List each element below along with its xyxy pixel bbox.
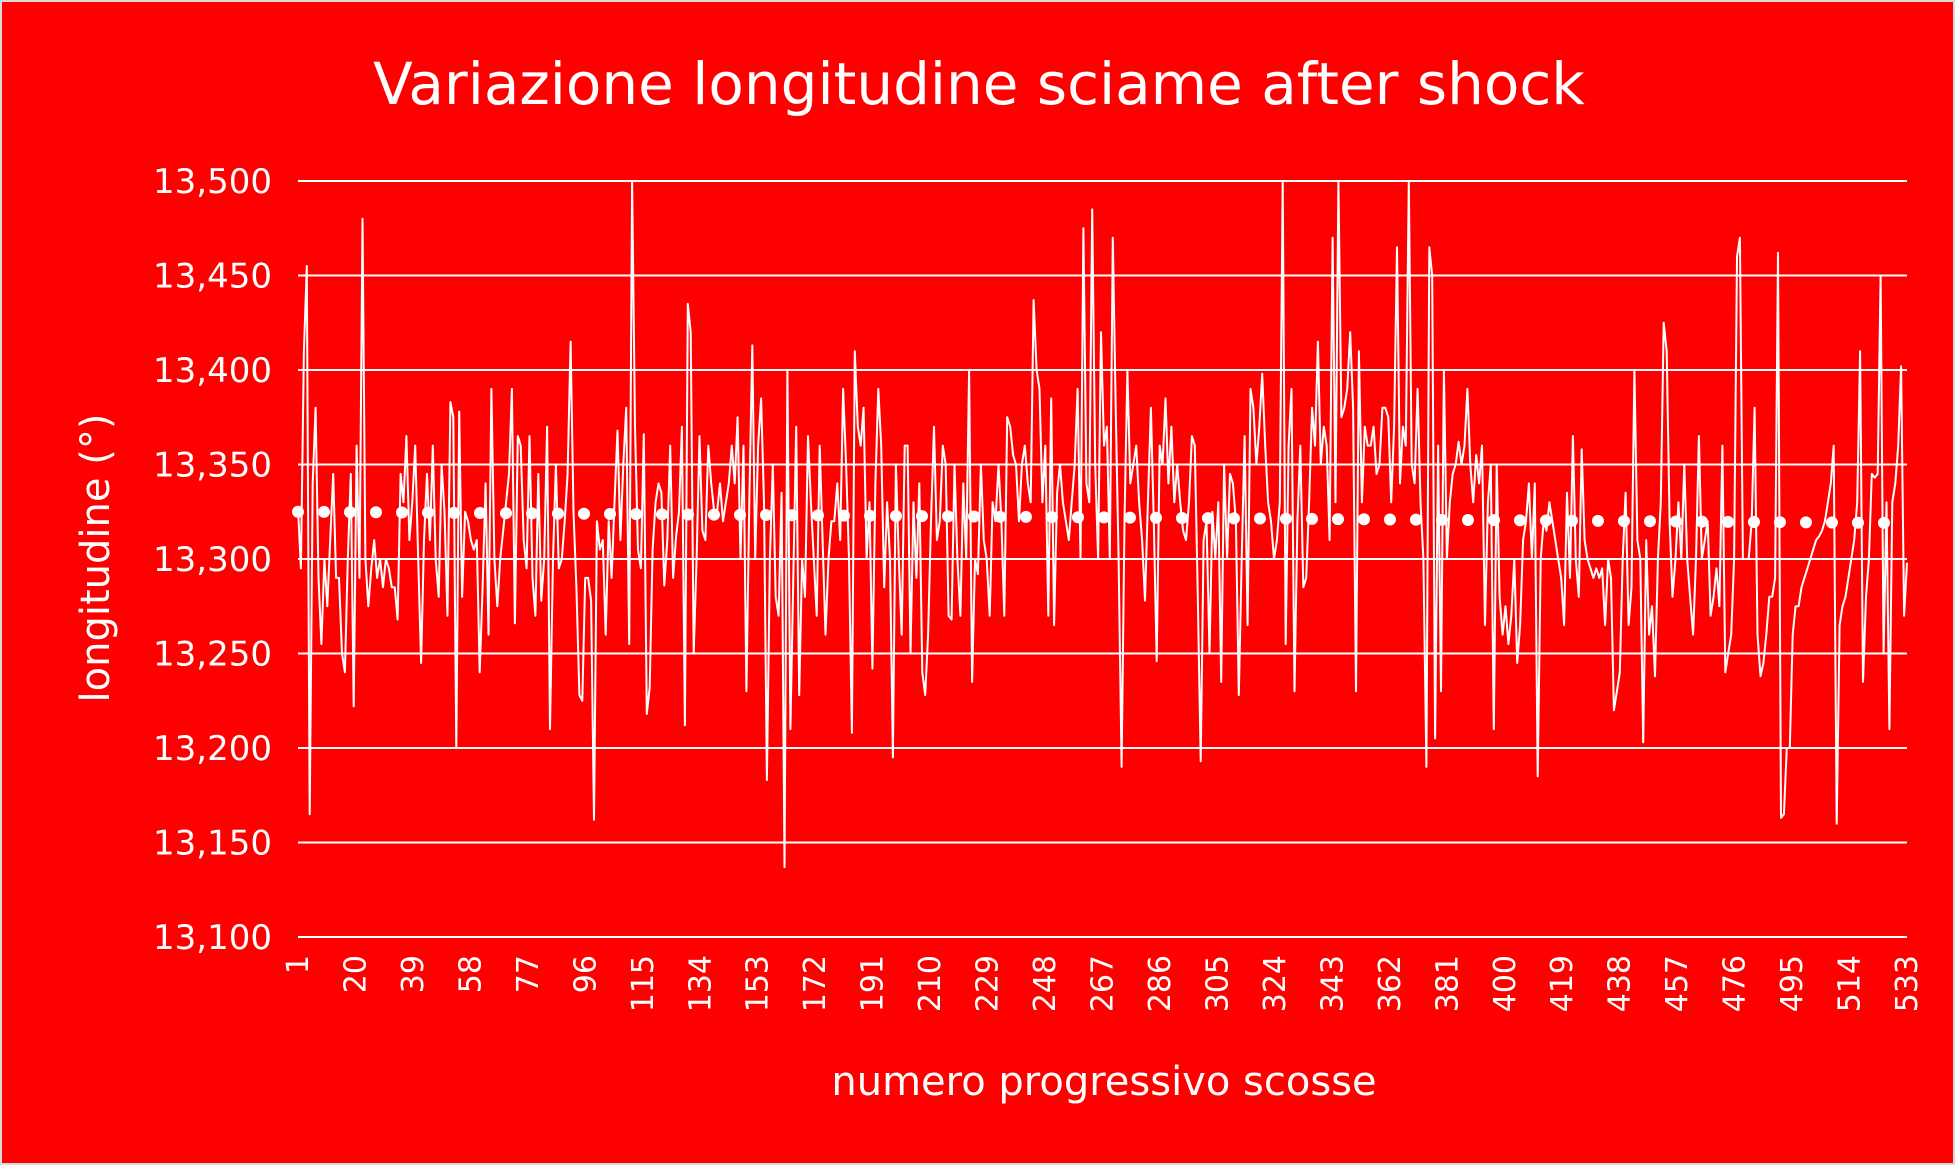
y-axis-title: longitudine (°) [73, 414, 119, 703]
chart-title: Variazione longitudine sciame after shoc… [373, 50, 1585, 118]
y-tick-label: 13,200 [153, 729, 272, 769]
x-tick-label: 381 [1430, 955, 1465, 1012]
x-tick-label: 324 [1258, 955, 1293, 1012]
x-tick-label: 514 [1833, 955, 1868, 1012]
x-tick-label: 191 [856, 955, 891, 1012]
grid [298, 180, 1907, 938]
x-tick-label: 438 [1603, 955, 1638, 1012]
x-tick-label: 115 [626, 955, 661, 1012]
y-axis: 13,100 13,150 13,200 13,250 13,300 13,350 13,4… [153, 162, 272, 958]
y-tick-label: 13,250 [153, 635, 272, 675]
trend-line [292, 505, 1913, 530]
x-tick-label: 229 [971, 955, 1006, 1012]
x-tick-label: 1 [281, 955, 316, 974]
x-tick-label: 362 [1373, 955, 1408, 1012]
x-tick-label: 286 [1143, 955, 1178, 1012]
y-tick-label: 13,450 [153, 257, 272, 297]
x-axis-title: numero progressivo scosse [831, 1059, 1376, 1105]
x-axis: 1 20 39 58 77 96 115 134 153 172 191 210 229 248 267 28… [281, 955, 1925, 1012]
x-tick-label: 343 [1315, 955, 1350, 1012]
x-tick-label: 400 [1488, 955, 1523, 1012]
series-line [297, 180, 1908, 869]
x-tick-label: 267 [1086, 955, 1121, 1012]
x-tick-label: 248 [1028, 955, 1063, 1012]
x-tick-label: 419 [1545, 955, 1580, 1012]
x-tick-label: 210 [913, 955, 948, 1012]
y-tick-label: 13,100 [153, 918, 272, 958]
x-tick-label: 495 [1775, 955, 1810, 1012]
plot-area [292, 180, 1913, 869]
y-tick-label: 13,500 [153, 162, 272, 202]
x-tick-label: 39 [396, 955, 431, 993]
x-tick-label: 20 [338, 955, 373, 993]
x-tick-label: 134 [683, 955, 718, 1012]
x-tick-label: 476 [1718, 955, 1753, 1012]
x-tick-label: 58 [453, 955, 488, 993]
y-tick-label: 13,400 [153, 351, 272, 391]
y-tick-label: 13,150 [153, 824, 272, 864]
x-tick-label: 96 [568, 955, 603, 993]
y-tick-label: 13,300 [153, 540, 272, 580]
x-tick-label: 457 [1660, 955, 1695, 1012]
x-tick-label: 533 [1890, 955, 1925, 1012]
x-tick-label: 153 [741, 955, 776, 1012]
x-tick-label: 77 [511, 955, 546, 993]
y-tick-label: 13,350 [153, 446, 272, 486]
x-tick-label: 305 [1200, 955, 1235, 1012]
x-tick-label: 172 [798, 955, 833, 1012]
